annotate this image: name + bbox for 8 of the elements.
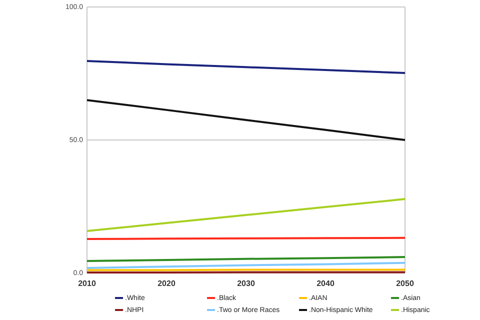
- x-tick-label: 2010: [78, 279, 96, 288]
- line-series: [86, 60, 406, 74]
- x-tick-label: 2020: [158, 279, 176, 288]
- x-tick-label: 2030: [237, 279, 256, 288]
- line-series: [86, 198, 406, 232]
- x-tick-label: 2050: [396, 279, 414, 288]
- x-tick-label: 2040: [316, 279, 335, 288]
- line-series: [86, 99, 406, 141]
